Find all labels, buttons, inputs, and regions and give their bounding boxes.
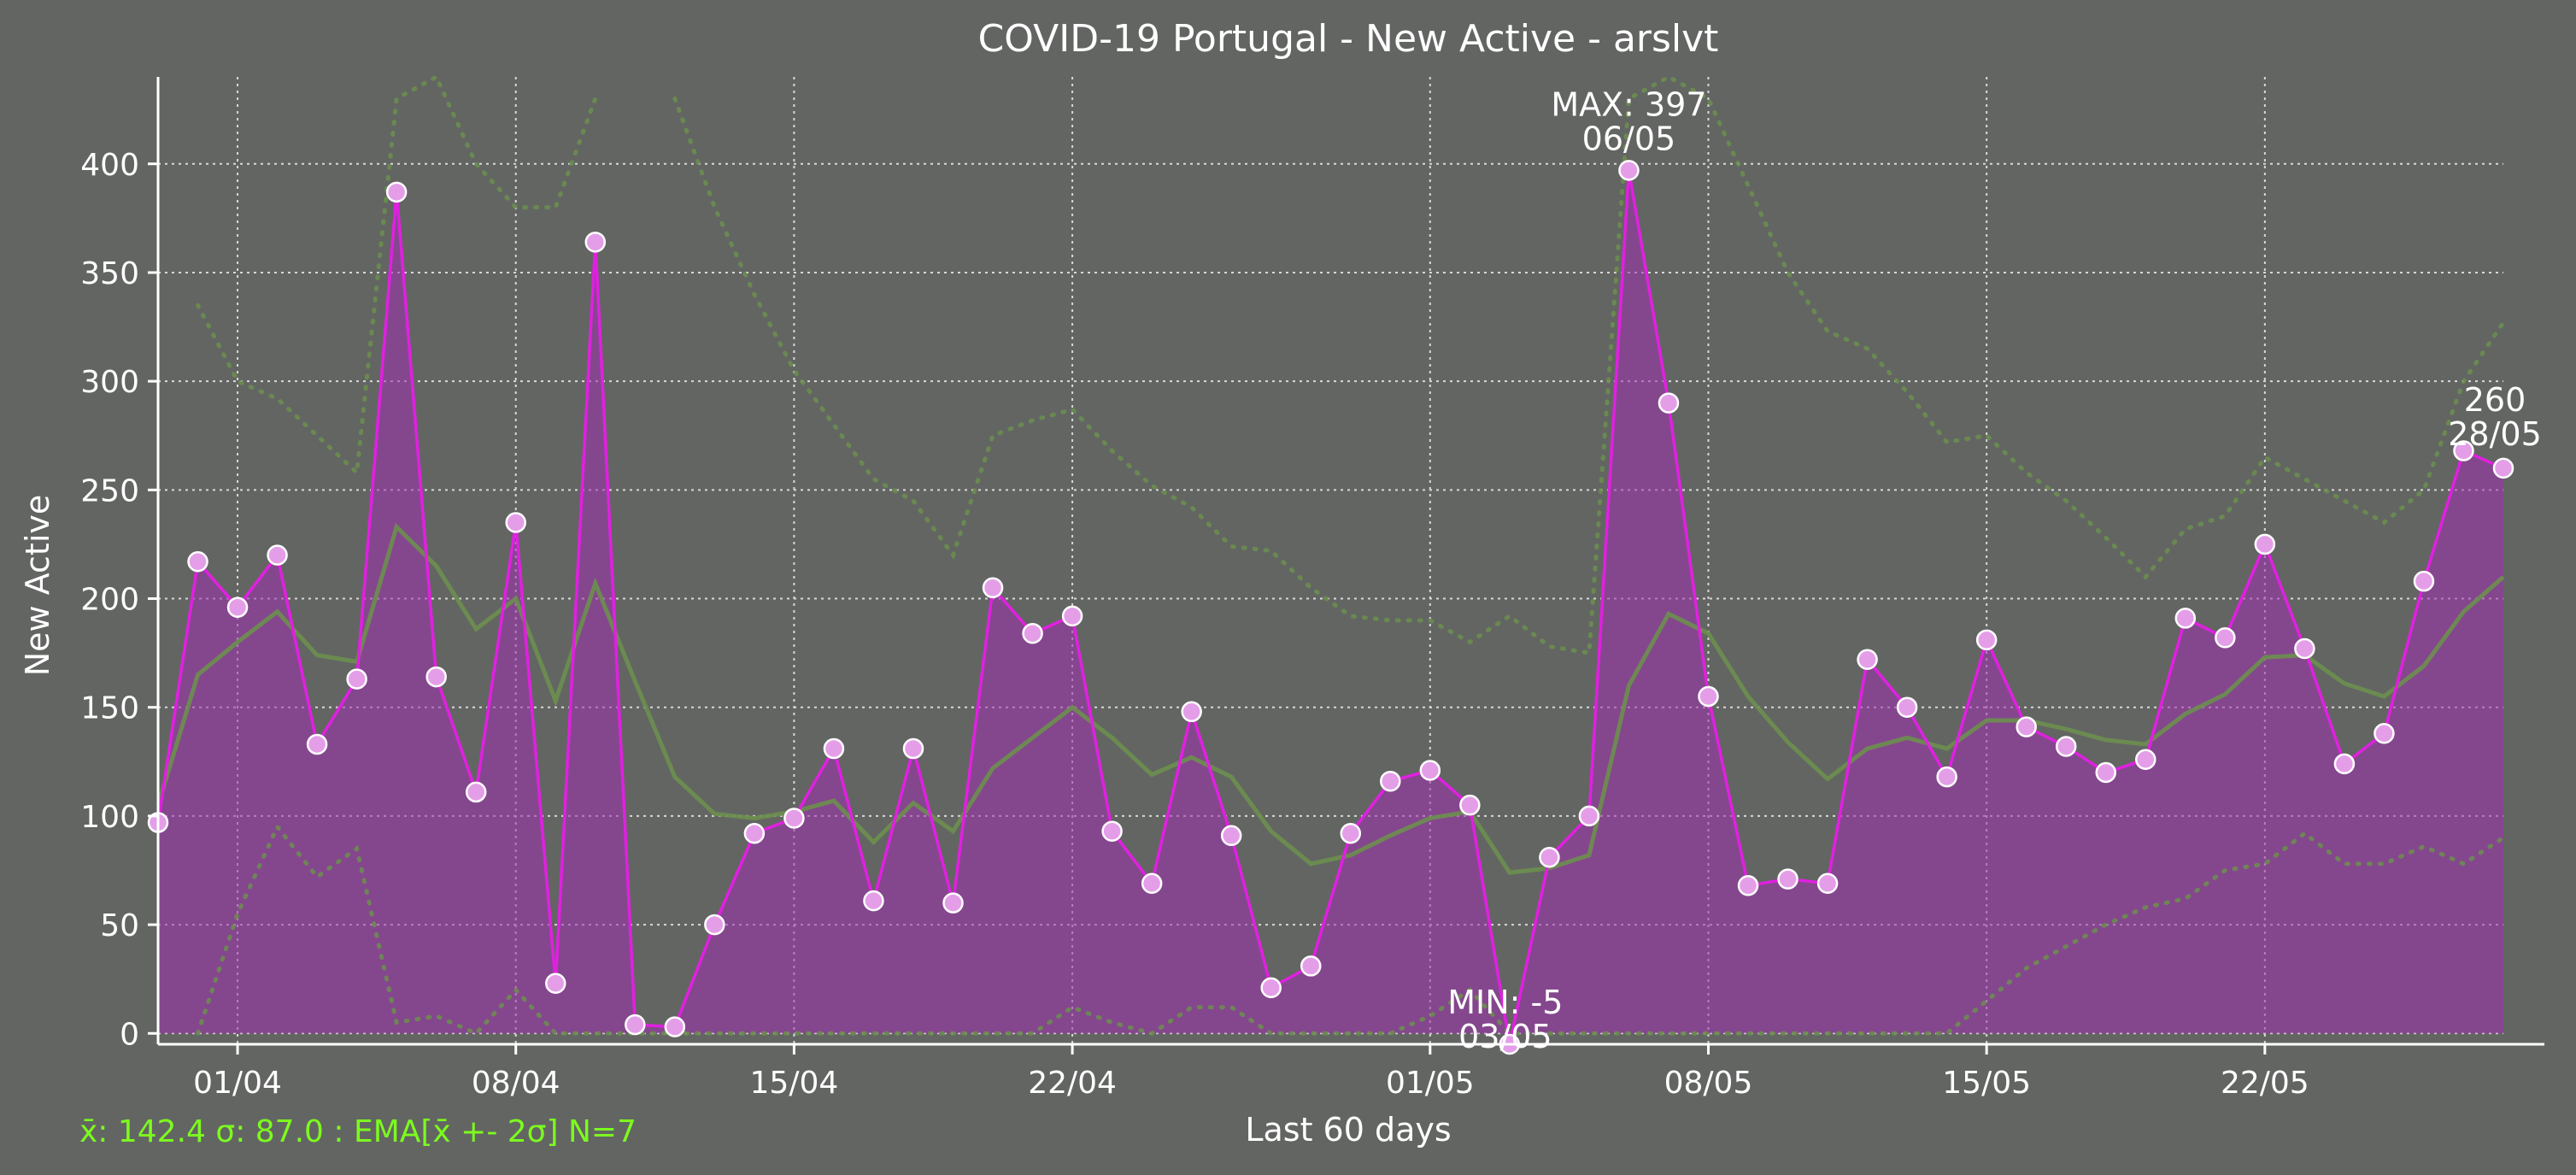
data-point xyxy=(942,892,964,914)
annotation-label: 260 xyxy=(2464,381,2526,419)
y-tick-label: 300 xyxy=(80,365,139,400)
chart-title: COVID-19 Portugal - New Active - arslvt xyxy=(978,17,1719,61)
footer-stats: x̄: 142.4 σ: 87.0 : EMA[x̄ +- 2σ] N=7 xyxy=(79,1114,637,1149)
x-tick-label: 22/04 xyxy=(1028,1066,1117,1101)
data-point xyxy=(1380,770,1401,792)
data-point xyxy=(863,890,884,912)
data-point xyxy=(1896,696,1918,718)
x-tick-label: 01/05 xyxy=(1386,1066,1475,1101)
data-point xyxy=(1539,846,1560,868)
data-point xyxy=(2095,761,2116,784)
data-point xyxy=(2016,716,2037,737)
ema-line xyxy=(155,522,2505,875)
data-point xyxy=(2294,637,2315,660)
data-point xyxy=(584,232,607,253)
x-tick-label: 15/04 xyxy=(750,1066,839,1101)
data-point xyxy=(823,737,845,760)
data-point xyxy=(1777,868,1799,890)
data-point xyxy=(2135,749,2156,771)
data-points xyxy=(147,160,2514,1055)
annotation-date: 03/05 xyxy=(1458,1018,1552,1055)
data-point xyxy=(226,596,249,618)
data-point xyxy=(783,808,805,829)
annotation-date: 06/05 xyxy=(1582,120,1676,157)
data-point xyxy=(1022,622,1043,644)
data-point xyxy=(2453,440,2474,461)
x-tick-label: 01/04 xyxy=(193,1066,282,1101)
data-point xyxy=(1459,794,1481,816)
data-point xyxy=(465,781,487,803)
y-tick-label: 400 xyxy=(80,148,139,183)
x-tick-label: 08/04 xyxy=(472,1066,560,1101)
data-point xyxy=(1419,760,1441,781)
annotation-label: MAX: 397 xyxy=(1551,85,1706,123)
data-point xyxy=(1816,872,1839,895)
x-tick-label: 15/05 xyxy=(1942,1066,2031,1101)
data-point xyxy=(1061,605,1083,627)
data-point xyxy=(1618,160,1640,181)
data-point xyxy=(982,577,1004,599)
data-point xyxy=(385,181,408,203)
area-fill xyxy=(158,170,2503,1044)
data-point xyxy=(2055,736,2077,757)
y-tick-label: 200 xyxy=(80,583,139,618)
y-axis-label: New Active xyxy=(19,495,56,677)
data-point xyxy=(2333,753,2356,775)
daily-area xyxy=(158,170,2503,1044)
ema-band-lines xyxy=(196,73,2506,1037)
data-point xyxy=(2174,608,2197,629)
data-point xyxy=(1578,805,1600,827)
data-point xyxy=(2413,570,2435,592)
data-point xyxy=(2215,627,2236,649)
data-point xyxy=(1698,685,1719,708)
y-tick-label: 100 xyxy=(80,800,139,835)
x-axis-label: Last 60 days xyxy=(1245,1111,1451,1149)
data-point xyxy=(505,512,526,533)
data-point xyxy=(1300,955,1322,977)
data-point xyxy=(1260,977,1282,999)
data-point xyxy=(1141,872,1163,895)
data-point xyxy=(2492,457,2514,479)
data-point xyxy=(743,822,766,844)
data-point xyxy=(902,737,924,760)
data-point xyxy=(1101,820,1123,842)
tick-labels: 0 50 100 150 200 250 300 350 400 01/04 08/04 15/04 2… xyxy=(80,148,2309,1101)
data-point xyxy=(1658,392,1680,414)
data-point xyxy=(187,551,208,573)
data-point xyxy=(1220,825,1242,847)
y-tick-label: 0 xyxy=(120,1017,139,1052)
y-tick-label: 350 xyxy=(80,256,139,291)
data-point xyxy=(346,668,367,690)
annotation-label: MIN: -5 xyxy=(1447,984,1563,1021)
y-tick-label: 250 xyxy=(80,473,139,508)
data-point xyxy=(2374,722,2395,744)
data-point xyxy=(1181,701,1202,723)
data-point xyxy=(1936,766,1957,788)
x-tick-label: 22/05 xyxy=(2221,1066,2309,1101)
data-point xyxy=(2254,533,2276,555)
y-tick-label: 50 xyxy=(100,908,139,943)
data-point xyxy=(625,1013,646,1036)
data-point xyxy=(425,666,447,688)
data-point xyxy=(545,972,566,995)
data-point xyxy=(1737,875,1759,896)
data-point xyxy=(306,733,328,755)
axes xyxy=(156,77,2544,1046)
data-point xyxy=(1975,629,1998,651)
data-point xyxy=(267,544,288,566)
annotation-date: 28/05 xyxy=(2448,415,2542,453)
data-point xyxy=(1857,649,1878,670)
x-tick-label: 08/05 xyxy=(1664,1066,1753,1101)
y-tick-label: 150 xyxy=(80,691,139,726)
data-point xyxy=(664,1016,686,1037)
data-point xyxy=(704,914,725,936)
data-point xyxy=(1340,822,1362,844)
upper-band-line xyxy=(196,73,2506,656)
